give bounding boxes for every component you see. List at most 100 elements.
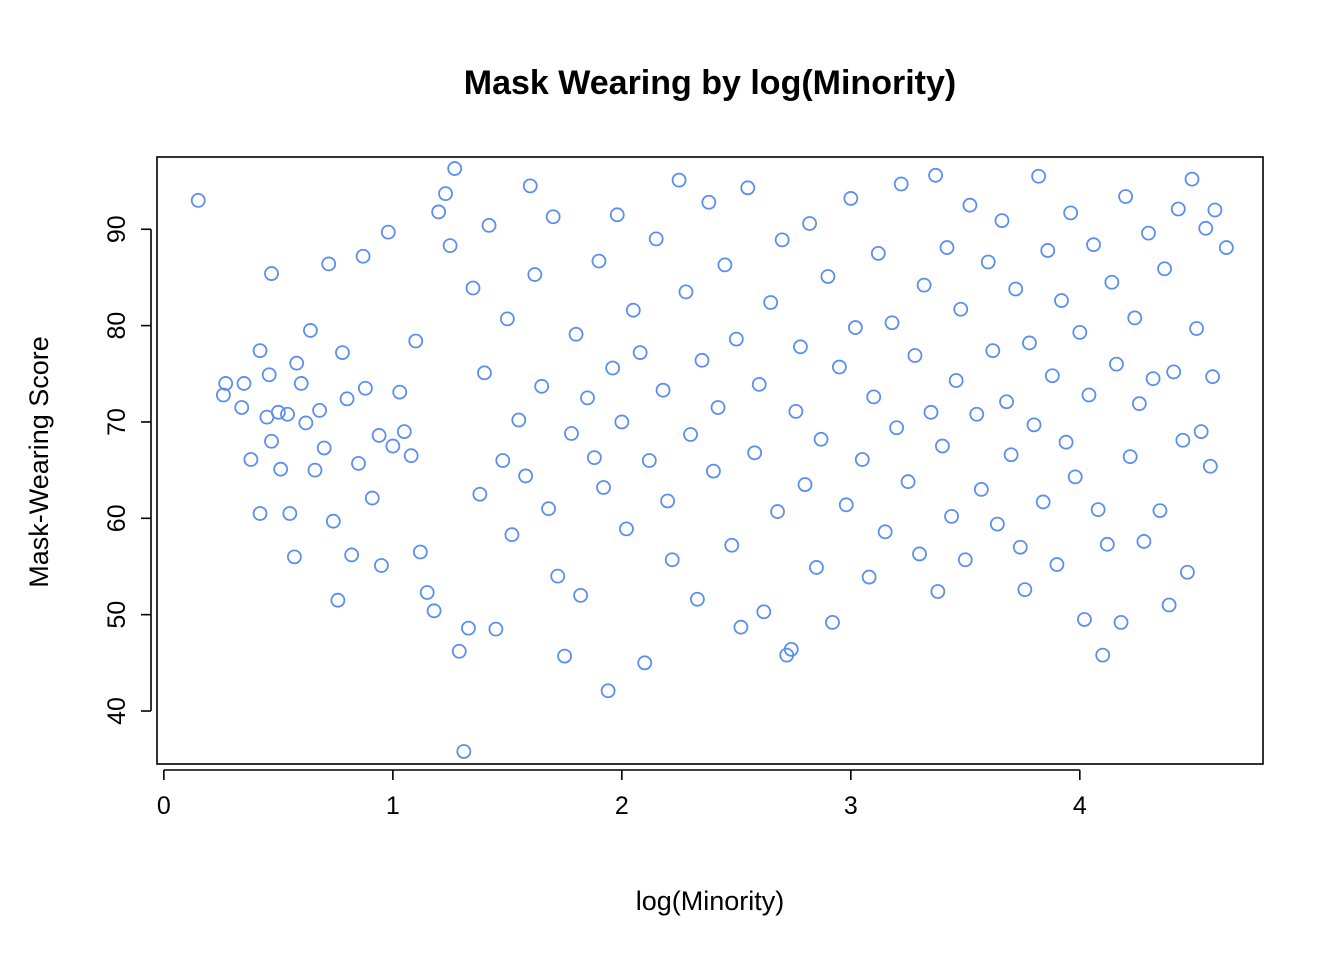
data-point <box>1031 168 1046 184</box>
data-point <box>264 433 279 449</box>
data-point <box>793 339 808 355</box>
data-point <box>1170 201 1186 217</box>
points-layer <box>190 161 1234 759</box>
data-point <box>321 256 337 272</box>
data-point <box>1058 434 1074 450</box>
x-tick-label: 3 <box>844 792 858 820</box>
data-point <box>293 376 309 391</box>
data-point <box>335 345 350 360</box>
data-point <box>591 253 607 269</box>
data-point <box>1198 220 1214 236</box>
data-point <box>900 474 916 490</box>
data-point <box>374 558 389 573</box>
data-point <box>339 391 355 407</box>
data-point <box>325 513 341 529</box>
data-point <box>728 331 744 347</box>
y-tick-label: 40 <box>103 697 131 725</box>
data-point <box>820 269 836 284</box>
data-point <box>580 390 595 406</box>
data-point <box>1095 647 1111 663</box>
data-point <box>270 404 286 420</box>
data-point <box>683 427 698 442</box>
y-axis-label: Mask-Wearing Score <box>24 336 54 588</box>
data-point <box>1118 189 1134 204</box>
data-point <box>586 450 602 466</box>
data-point <box>190 192 206 208</box>
data-point <box>1035 494 1051 510</box>
data-point <box>252 343 268 359</box>
data-point <box>831 359 847 375</box>
data-point <box>1205 369 1221 385</box>
data-point <box>957 552 973 568</box>
data-point <box>557 648 572 664</box>
data-point <box>550 568 566 584</box>
data-point <box>664 552 680 568</box>
data-point <box>280 406 295 422</box>
data-point <box>273 461 289 477</box>
x-tick-label: 2 <box>615 792 629 820</box>
data-point <box>1202 458 1218 474</box>
data-point <box>596 480 611 495</box>
data-point <box>1122 449 1138 465</box>
data-point <box>1193 424 1209 439</box>
data-point <box>907 348 923 363</box>
data-point <box>763 295 779 310</box>
data-point <box>870 245 886 261</box>
data-point <box>1086 237 1101 253</box>
y-tick-label: 70 <box>103 408 131 436</box>
data-point <box>431 204 447 220</box>
data-point <box>541 501 556 517</box>
data-point <box>935 438 950 454</box>
data-point <box>573 587 589 603</box>
data-point <box>866 389 882 405</box>
data-point <box>1109 356 1124 372</box>
data-point <box>939 240 955 255</box>
data-point <box>1081 387 1097 403</box>
data-point <box>809 560 824 575</box>
data-point <box>264 266 279 281</box>
data-point <box>999 394 1014 410</box>
data-point <box>877 524 893 540</box>
data-point <box>1145 371 1161 387</box>
y-tick-label: 60 <box>103 504 131 532</box>
data-point <box>504 527 520 543</box>
data-point <box>1076 612 1092 627</box>
data-point <box>1026 417 1042 433</box>
data-point <box>380 224 396 240</box>
data-point <box>1218 240 1234 255</box>
data-point <box>671 172 687 188</box>
x-tick-label: 4 <box>1073 792 1087 820</box>
data-point <box>252 506 268 521</box>
data-point <box>1113 614 1129 630</box>
data-point <box>298 415 314 431</box>
data-point <box>600 683 616 699</box>
data-point <box>655 382 671 398</box>
data-point <box>511 412 527 428</box>
y-tick-label: 90 <box>103 215 131 243</box>
data-point <box>678 284 694 300</box>
data-point <box>234 400 250 415</box>
data-point <box>472 486 488 502</box>
data-point <box>289 355 305 371</box>
data-point <box>1003 447 1019 463</box>
data-point <box>488 621 504 637</box>
data-point <box>1090 502 1106 518</box>
data-point <box>625 302 641 318</box>
data-point <box>733 619 749 635</box>
data-point <box>825 614 840 630</box>
data-point <box>1040 243 1056 258</box>
data-point <box>989 516 1005 532</box>
data-point <box>953 301 969 317</box>
data-point <box>1022 335 1037 351</box>
data-point <box>724 537 740 553</box>
data-point <box>396 424 412 439</box>
data-point <box>243 452 259 467</box>
data-point <box>690 591 705 607</box>
data-point <box>973 482 989 497</box>
data-point <box>632 345 648 360</box>
data-point <box>609 207 625 223</box>
data-point <box>838 497 854 513</box>
data-point <box>1017 582 1033 598</box>
data-point <box>1008 281 1024 297</box>
data-point <box>568 326 584 342</box>
